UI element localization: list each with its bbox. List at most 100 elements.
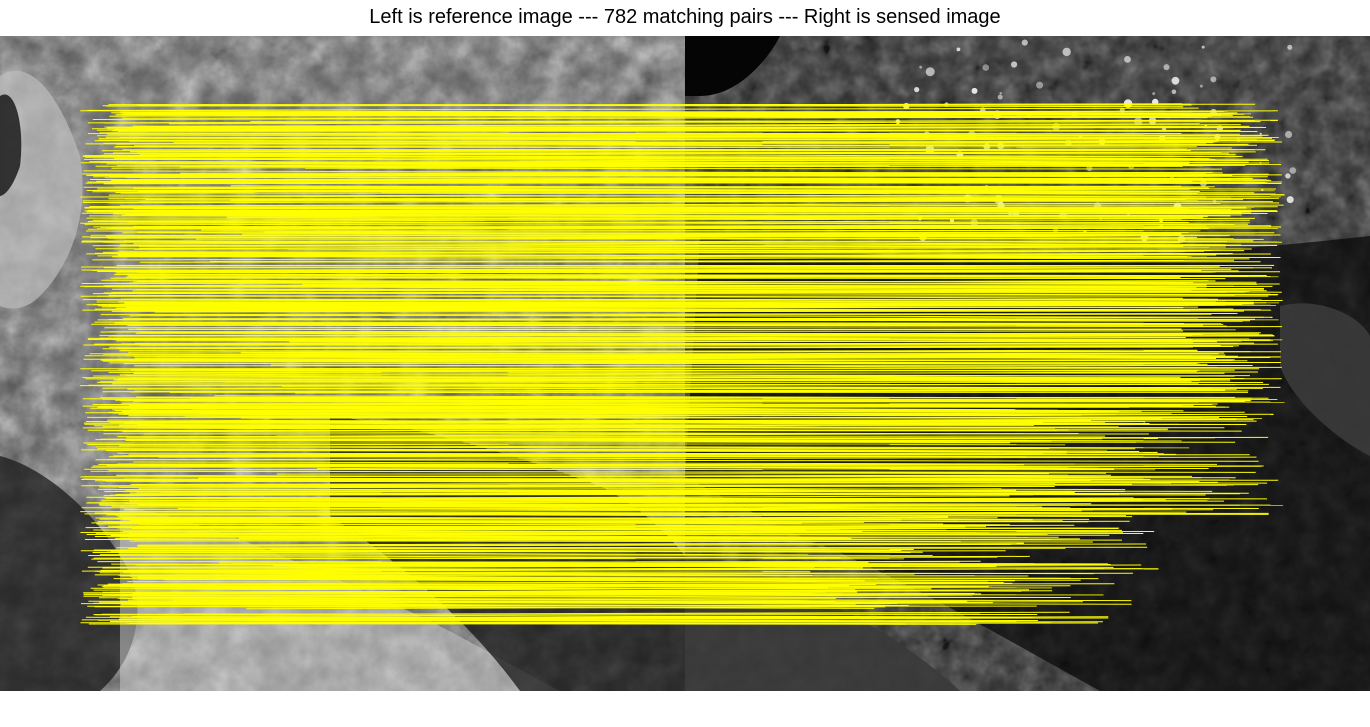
match-line	[116, 345, 1239, 349]
match-line	[89, 179, 1257, 181]
cloud-speck	[1199, 84, 1203, 88]
match-line	[83, 170, 1206, 174]
match-line	[104, 124, 1241, 128]
match-line	[119, 371, 1259, 376]
match-line	[80, 194, 1285, 198]
match-line	[81, 211, 1278, 214]
cloud-speck	[1210, 76, 1217, 83]
figure-canvas	[0, 36, 1370, 691]
cloud-speck	[925, 67, 935, 77]
match-line	[114, 274, 1241, 277]
match-line	[97, 254, 1217, 257]
match-line	[138, 578, 989, 583]
match-line	[117, 162, 1190, 167]
match-line	[95, 446, 1050, 449]
match-line	[199, 413, 1116, 415]
match-line	[229, 162, 1201, 166]
match-line	[198, 477, 1151, 480]
match-line	[81, 617, 1109, 621]
match-line	[84, 468, 1156, 471]
cloud-speck	[1171, 76, 1180, 85]
cloud-speck	[1124, 56, 1131, 63]
match-line	[85, 230, 1256, 234]
match-line	[80, 532, 865, 536]
match-line	[219, 560, 981, 564]
match-line	[103, 429, 1168, 432]
match-line	[134, 304, 1226, 309]
match-line	[133, 123, 1200, 127]
match-line	[124, 478, 1091, 482]
match-line	[102, 438, 1029, 440]
cloud-speck	[982, 64, 990, 71]
match-line	[124, 423, 1231, 425]
match-line	[117, 241, 1203, 246]
match-line	[137, 465, 1209, 469]
match-line	[94, 568, 1142, 572]
match-line	[91, 267, 1214, 271]
cloud-speck	[1287, 44, 1293, 50]
match-line	[271, 406, 1016, 411]
match-line	[106, 551, 808, 556]
match-line	[295, 390, 1222, 394]
match-line	[133, 461, 1218, 465]
match-line	[241, 351, 1282, 353]
match-line	[92, 256, 1207, 261]
match-line	[130, 484, 1227, 486]
match-line	[121, 402, 1218, 405]
match-line	[133, 400, 1250, 403]
match-line	[109, 330, 1184, 333]
match-line	[195, 238, 1194, 240]
match-line	[168, 121, 1261, 125]
match-line	[118, 250, 1213, 252]
match-line	[87, 605, 875, 609]
match-line	[120, 192, 1276, 195]
match-lines	[80, 103, 1285, 625]
match-line	[127, 586, 856, 590]
cloud-speck	[914, 87, 920, 93]
match-line	[122, 597, 1071, 599]
match-line	[93, 614, 1036, 618]
match-line	[82, 199, 1223, 203]
match-line	[124, 353, 1219, 357]
match-line	[106, 133, 1268, 136]
cloud-speck	[1021, 39, 1028, 46]
match-line	[84, 355, 1211, 358]
match-line	[304, 167, 1223, 170]
match-line	[92, 217, 1204, 221]
match-line	[168, 186, 1209, 189]
match-line	[108, 371, 1225, 374]
match-line	[160, 492, 1206, 496]
match-line	[134, 145, 1198, 147]
match-line	[80, 159, 1216, 164]
match-line	[121, 214, 1194, 218]
match-line	[115, 356, 1224, 360]
match-line	[132, 598, 804, 601]
match-line	[133, 207, 1252, 210]
match-line	[306, 140, 1219, 144]
match-line	[96, 299, 1254, 303]
match-line	[127, 352, 1225, 355]
cloud-speck	[1062, 47, 1071, 57]
cloud-speck	[895, 119, 901, 125]
match-line	[117, 146, 1232, 149]
match-line	[128, 622, 977, 625]
match-line	[139, 244, 1278, 249]
match-line	[81, 240, 1254, 243]
match-line	[87, 227, 1209, 230]
match-line	[122, 582, 1004, 585]
match-line	[87, 133, 1240, 135]
match-line	[136, 150, 1191, 153]
match-line	[139, 259, 1235, 263]
match-line	[138, 244, 1226, 247]
match-line	[111, 180, 1268, 184]
match-line	[93, 600, 809, 604]
match-line	[89, 204, 1284, 207]
match-line	[99, 132, 1182, 134]
cloud-speck	[956, 47, 961, 52]
match-line	[102, 591, 844, 595]
match-line	[136, 512, 1021, 516]
match-line	[136, 490, 1072, 493]
match-line	[129, 495, 1010, 500]
match-line	[83, 343, 1278, 346]
match-line	[84, 210, 1242, 214]
